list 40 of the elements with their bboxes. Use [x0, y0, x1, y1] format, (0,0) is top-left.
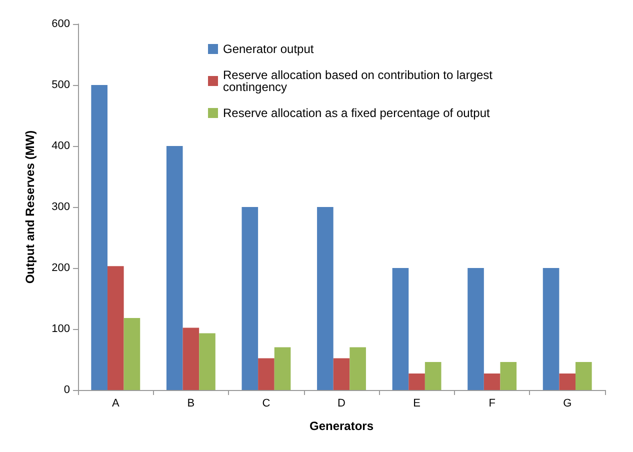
- bar: [424, 362, 442, 390]
- bar: [468, 268, 484, 390]
- bar: [107, 266, 124, 390]
- bar: [124, 318, 140, 390]
- x-tick-label: F: [488, 398, 496, 410]
- bar: [258, 358, 274, 390]
- bar: [182, 328, 200, 390]
- y-tick-label: 100: [52, 323, 70, 335]
- x-tick-label: G: [563, 398, 572, 410]
- x-tick-label: B: [187, 398, 195, 410]
- bar: [242, 207, 258, 390]
- legend-label: Generator output: [223, 42, 314, 56]
- bar: [392, 268, 409, 390]
- bar: [500, 362, 517, 390]
- bar: [542, 268, 560, 390]
- y-tick-label: 600: [52, 18, 70, 30]
- x-tick-label: A: [112, 398, 120, 410]
- y-axis-title: Output and Reserves (MW): [23, 130, 37, 284]
- bar: [274, 347, 291, 390]
- x-tick-label: D: [338, 398, 346, 410]
- x-axis-title: Generators: [309, 419, 374, 433]
- legend-label: Reserve allocation based on contribution to largest contingency: [223, 68, 494, 94]
- bar: [166, 146, 183, 390]
- bar: [199, 333, 216, 390]
- y-tick-label: 400: [52, 140, 70, 152]
- bar: [317, 207, 334, 390]
- bar: [350, 347, 366, 390]
- bar: [408, 374, 425, 390]
- y-tick-label: 0: [64, 384, 70, 396]
- x-tick-label: E: [413, 398, 420, 410]
- y-tick-label: 500: [52, 79, 70, 91]
- x-tick-label: C: [262, 398, 270, 410]
- y-tick-label: 300: [52, 201, 70, 213]
- bar: [484, 374, 500, 390]
- bar: [576, 362, 592, 390]
- bar: [91, 85, 108, 390]
- bar: [559, 374, 576, 390]
- bar: [333, 358, 350, 390]
- y-tick-label: 200: [52, 262, 70, 274]
- legend-label: Reserve allocation as a fixed percentage of output: [223, 106, 490, 120]
